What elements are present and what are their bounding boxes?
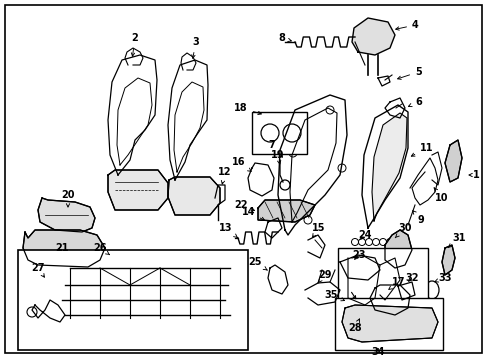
Text: 34: 34 (370, 347, 384, 357)
Text: 17: 17 (388, 277, 405, 289)
Polygon shape (444, 140, 461, 182)
Bar (334, 298, 442, 350)
Text: 29: 29 (317, 270, 331, 283)
Text: 6: 6 (407, 97, 421, 107)
Polygon shape (371, 113, 406, 221)
Polygon shape (258, 200, 314, 222)
Bar (337, 248, 427, 320)
Text: 32: 32 (404, 273, 418, 283)
Polygon shape (369, 285, 409, 315)
Polygon shape (441, 245, 454, 275)
Polygon shape (351, 18, 394, 55)
Text: 2: 2 (131, 33, 138, 56)
Text: 30: 30 (394, 223, 411, 238)
Text: 14: 14 (241, 207, 264, 220)
Text: 4: 4 (395, 20, 418, 30)
Polygon shape (38, 198, 95, 232)
Text: 27: 27 (31, 263, 45, 277)
Text: 12: 12 (218, 167, 231, 184)
Polygon shape (23, 230, 105, 267)
Text: 22: 22 (234, 200, 254, 211)
Bar (251, 112, 306, 154)
Text: 25: 25 (248, 257, 266, 270)
Polygon shape (384, 230, 411, 268)
Text: 20: 20 (61, 190, 75, 207)
Text: 35: 35 (324, 290, 344, 301)
Text: 3: 3 (191, 37, 199, 58)
Text: 16: 16 (231, 157, 251, 171)
Polygon shape (168, 177, 220, 215)
Text: 21: 21 (55, 243, 69, 253)
Text: 28: 28 (347, 319, 361, 333)
Text: 33: 33 (434, 273, 450, 283)
Text: 10: 10 (433, 188, 447, 203)
Text: 9: 9 (412, 211, 424, 225)
Text: 5: 5 (397, 67, 421, 79)
Text: 1: 1 (468, 170, 479, 180)
Text: 15: 15 (311, 223, 325, 237)
Text: 31: 31 (447, 233, 465, 248)
Polygon shape (108, 170, 168, 210)
Text: 19: 19 (271, 150, 284, 164)
Text: 18: 18 (234, 103, 261, 114)
Text: 7: 7 (268, 140, 282, 157)
Text: 13: 13 (218, 223, 237, 238)
Bar (18, 250, 247, 350)
Text: 8: 8 (278, 33, 291, 43)
Text: 11: 11 (410, 143, 433, 156)
Text: 24: 24 (357, 230, 371, 240)
Polygon shape (341, 305, 437, 342)
Text: 23: 23 (351, 250, 365, 260)
Polygon shape (339, 255, 379, 280)
Text: 26: 26 (93, 243, 109, 255)
